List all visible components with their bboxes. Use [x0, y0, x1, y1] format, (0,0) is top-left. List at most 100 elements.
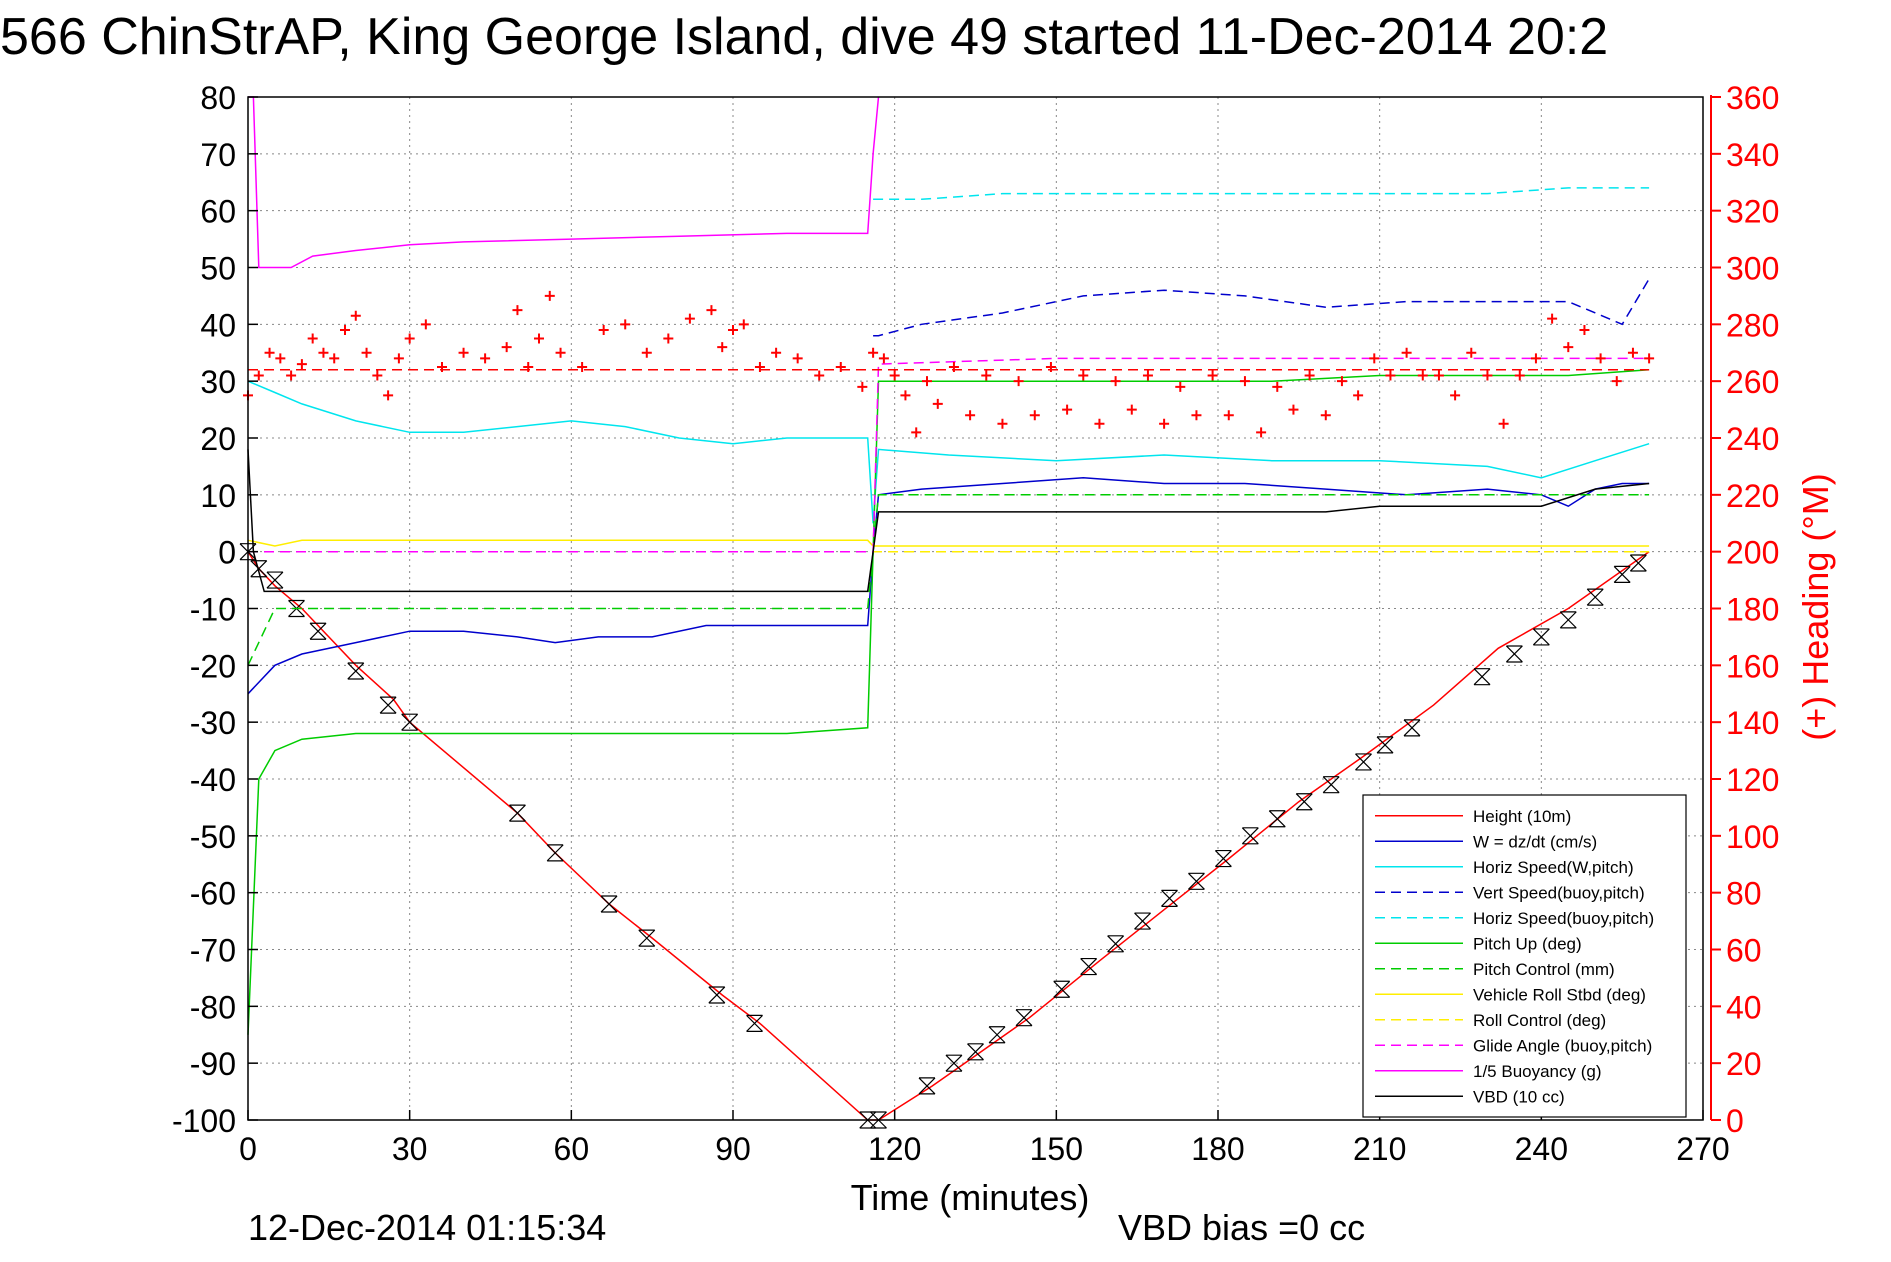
legend-label-1: W = dz/dt (cm/s) [1473, 832, 1597, 851]
left-tick-label-3: 50 [200, 251, 236, 287]
heading-point-56 [1062, 404, 1073, 415]
height-marker-40 [1613, 565, 1631, 583]
left-tick-label-8: 0 [218, 535, 236, 571]
heading-point-60 [1126, 404, 1137, 415]
heading-point-43 [878, 353, 889, 364]
series-11 [247, 449, 1650, 593]
left-tick-label-11: -30 [190, 705, 236, 741]
right-tick-label-11: 140 [1726, 705, 1779, 741]
series-line-6 [247, 494, 1650, 666]
left-tick-label-5: 30 [200, 364, 236, 400]
legend-label-6: Pitch Control (mm) [1473, 960, 1615, 979]
heading-point-71 [1304, 370, 1315, 381]
legend-label-3: Vert Speed(buoy,pitch) [1473, 883, 1645, 902]
heading-point-73 [1336, 376, 1347, 387]
heading-point-33 [717, 342, 728, 353]
heading-point-36 [754, 361, 765, 372]
heading-point-26 [577, 361, 588, 372]
left-tick-label-10: -20 [190, 648, 236, 684]
heading-point-81 [1466, 347, 1477, 358]
legend-label-4: Horiz Speed(buoy,pitch) [1473, 909, 1654, 928]
legend-label-9: Glide Angle (buoy,pitch) [1473, 1036, 1652, 1055]
heading-point-68 [1256, 427, 1267, 438]
heading-point-20 [501, 342, 512, 353]
height-marker-21 [1053, 980, 1071, 998]
heading-point-82 [1482, 370, 1493, 381]
heading-point-65 [1207, 370, 1218, 381]
heading-point-37 [771, 347, 782, 358]
height-marker-23 [1107, 935, 1125, 953]
series-6 [247, 494, 1650, 666]
height-marker-17 [945, 1054, 963, 1072]
heading-point-41 [857, 381, 868, 392]
height-marker-39 [1586, 588, 1604, 606]
heading-point-12 [372, 370, 383, 381]
footer-vbd-bias: VBD bias =0 cc [1118, 1207, 1365, 1248]
right-tick-label-18: 0 [1726, 1103, 1744, 1139]
heading-point-54 [1029, 410, 1040, 421]
height-marker-20 [1015, 1009, 1033, 1027]
height-marker-4 [309, 622, 327, 640]
series-line-2 [247, 380, 1650, 524]
legend-label-11: VBD (10 cc) [1473, 1087, 1565, 1106]
heading-point-31 [684, 313, 695, 324]
heading-point-6 [307, 333, 318, 344]
heading-point-40 [835, 361, 846, 372]
heading-point-77 [1401, 347, 1412, 358]
series-line-3 [873, 278, 1650, 337]
height-marker-34 [1403, 719, 1421, 737]
heading-point-62 [1159, 418, 1170, 429]
heading-point-42 [868, 347, 879, 358]
heading-point-32 [706, 305, 717, 316]
right-tick-label-9: 180 [1726, 592, 1779, 628]
height-marker-36 [1505, 645, 1523, 663]
left-tick-label-7: 10 [200, 478, 236, 514]
heading-point-76 [1385, 370, 1396, 381]
heading-point-80 [1450, 390, 1461, 401]
heading-point-25 [555, 347, 566, 358]
series-line-5 [247, 369, 1650, 1035]
chart-title: 566 ChinStrAP, King George Island, dive … [0, 8, 1608, 66]
height-marker-29 [1268, 810, 1286, 828]
left-tick-label-16: -80 [190, 989, 236, 1025]
right-tick-label-4: 280 [1726, 307, 1779, 343]
right-tick-label-7: 220 [1726, 478, 1779, 514]
heading-point-52 [997, 418, 1008, 429]
heading-point-78 [1417, 370, 1428, 381]
right-tick-label-10: 160 [1726, 648, 1779, 684]
heading-point-27 [598, 325, 609, 336]
heading-point-48 [932, 398, 943, 409]
heading-point-50 [965, 410, 976, 421]
heading-point-64 [1191, 410, 1202, 421]
left-tick-label-4: 40 [200, 307, 236, 343]
heading-point-21 [512, 305, 523, 316]
heading-point-86 [1547, 313, 1558, 324]
right-tick-label-1: 340 [1726, 137, 1779, 173]
heading-point-16 [420, 319, 431, 330]
heading-point-39 [814, 370, 825, 381]
heading-point-4 [286, 370, 297, 381]
heading-point-24 [544, 290, 555, 301]
height-marker-33 [1376, 736, 1394, 754]
height-marker-25 [1161, 889, 1178, 907]
height-marker-10 [600, 895, 618, 913]
footer-timestamp: 12-Dec-2014 01:15:34 [248, 1207, 606, 1248]
heading-point-5 [296, 359, 307, 370]
heading-point-67 [1239, 376, 1250, 387]
height-marker-16 [918, 1077, 936, 1095]
heading-point-90 [1611, 376, 1622, 387]
series-line-7 [247, 539, 1650, 547]
series-10 [248, 96, 880, 269]
heading-point-59 [1110, 376, 1121, 387]
left-tick-label-6: 20 [200, 421, 236, 457]
right-tick-label-13: 100 [1726, 819, 1779, 855]
height-marker-30 [1295, 793, 1313, 811]
legend-label-8: Roll Control (deg) [1473, 1011, 1606, 1030]
series-line-0 [247, 551, 1650, 1121]
heading-point-35 [738, 319, 749, 330]
x-tick-label-8: 240 [1515, 1131, 1568, 1167]
series-line-11 [247, 449, 1650, 593]
height-marker-11 [638, 929, 656, 947]
heading-point-69 [1272, 381, 1283, 392]
right-tick-label-12: 120 [1726, 762, 1779, 798]
